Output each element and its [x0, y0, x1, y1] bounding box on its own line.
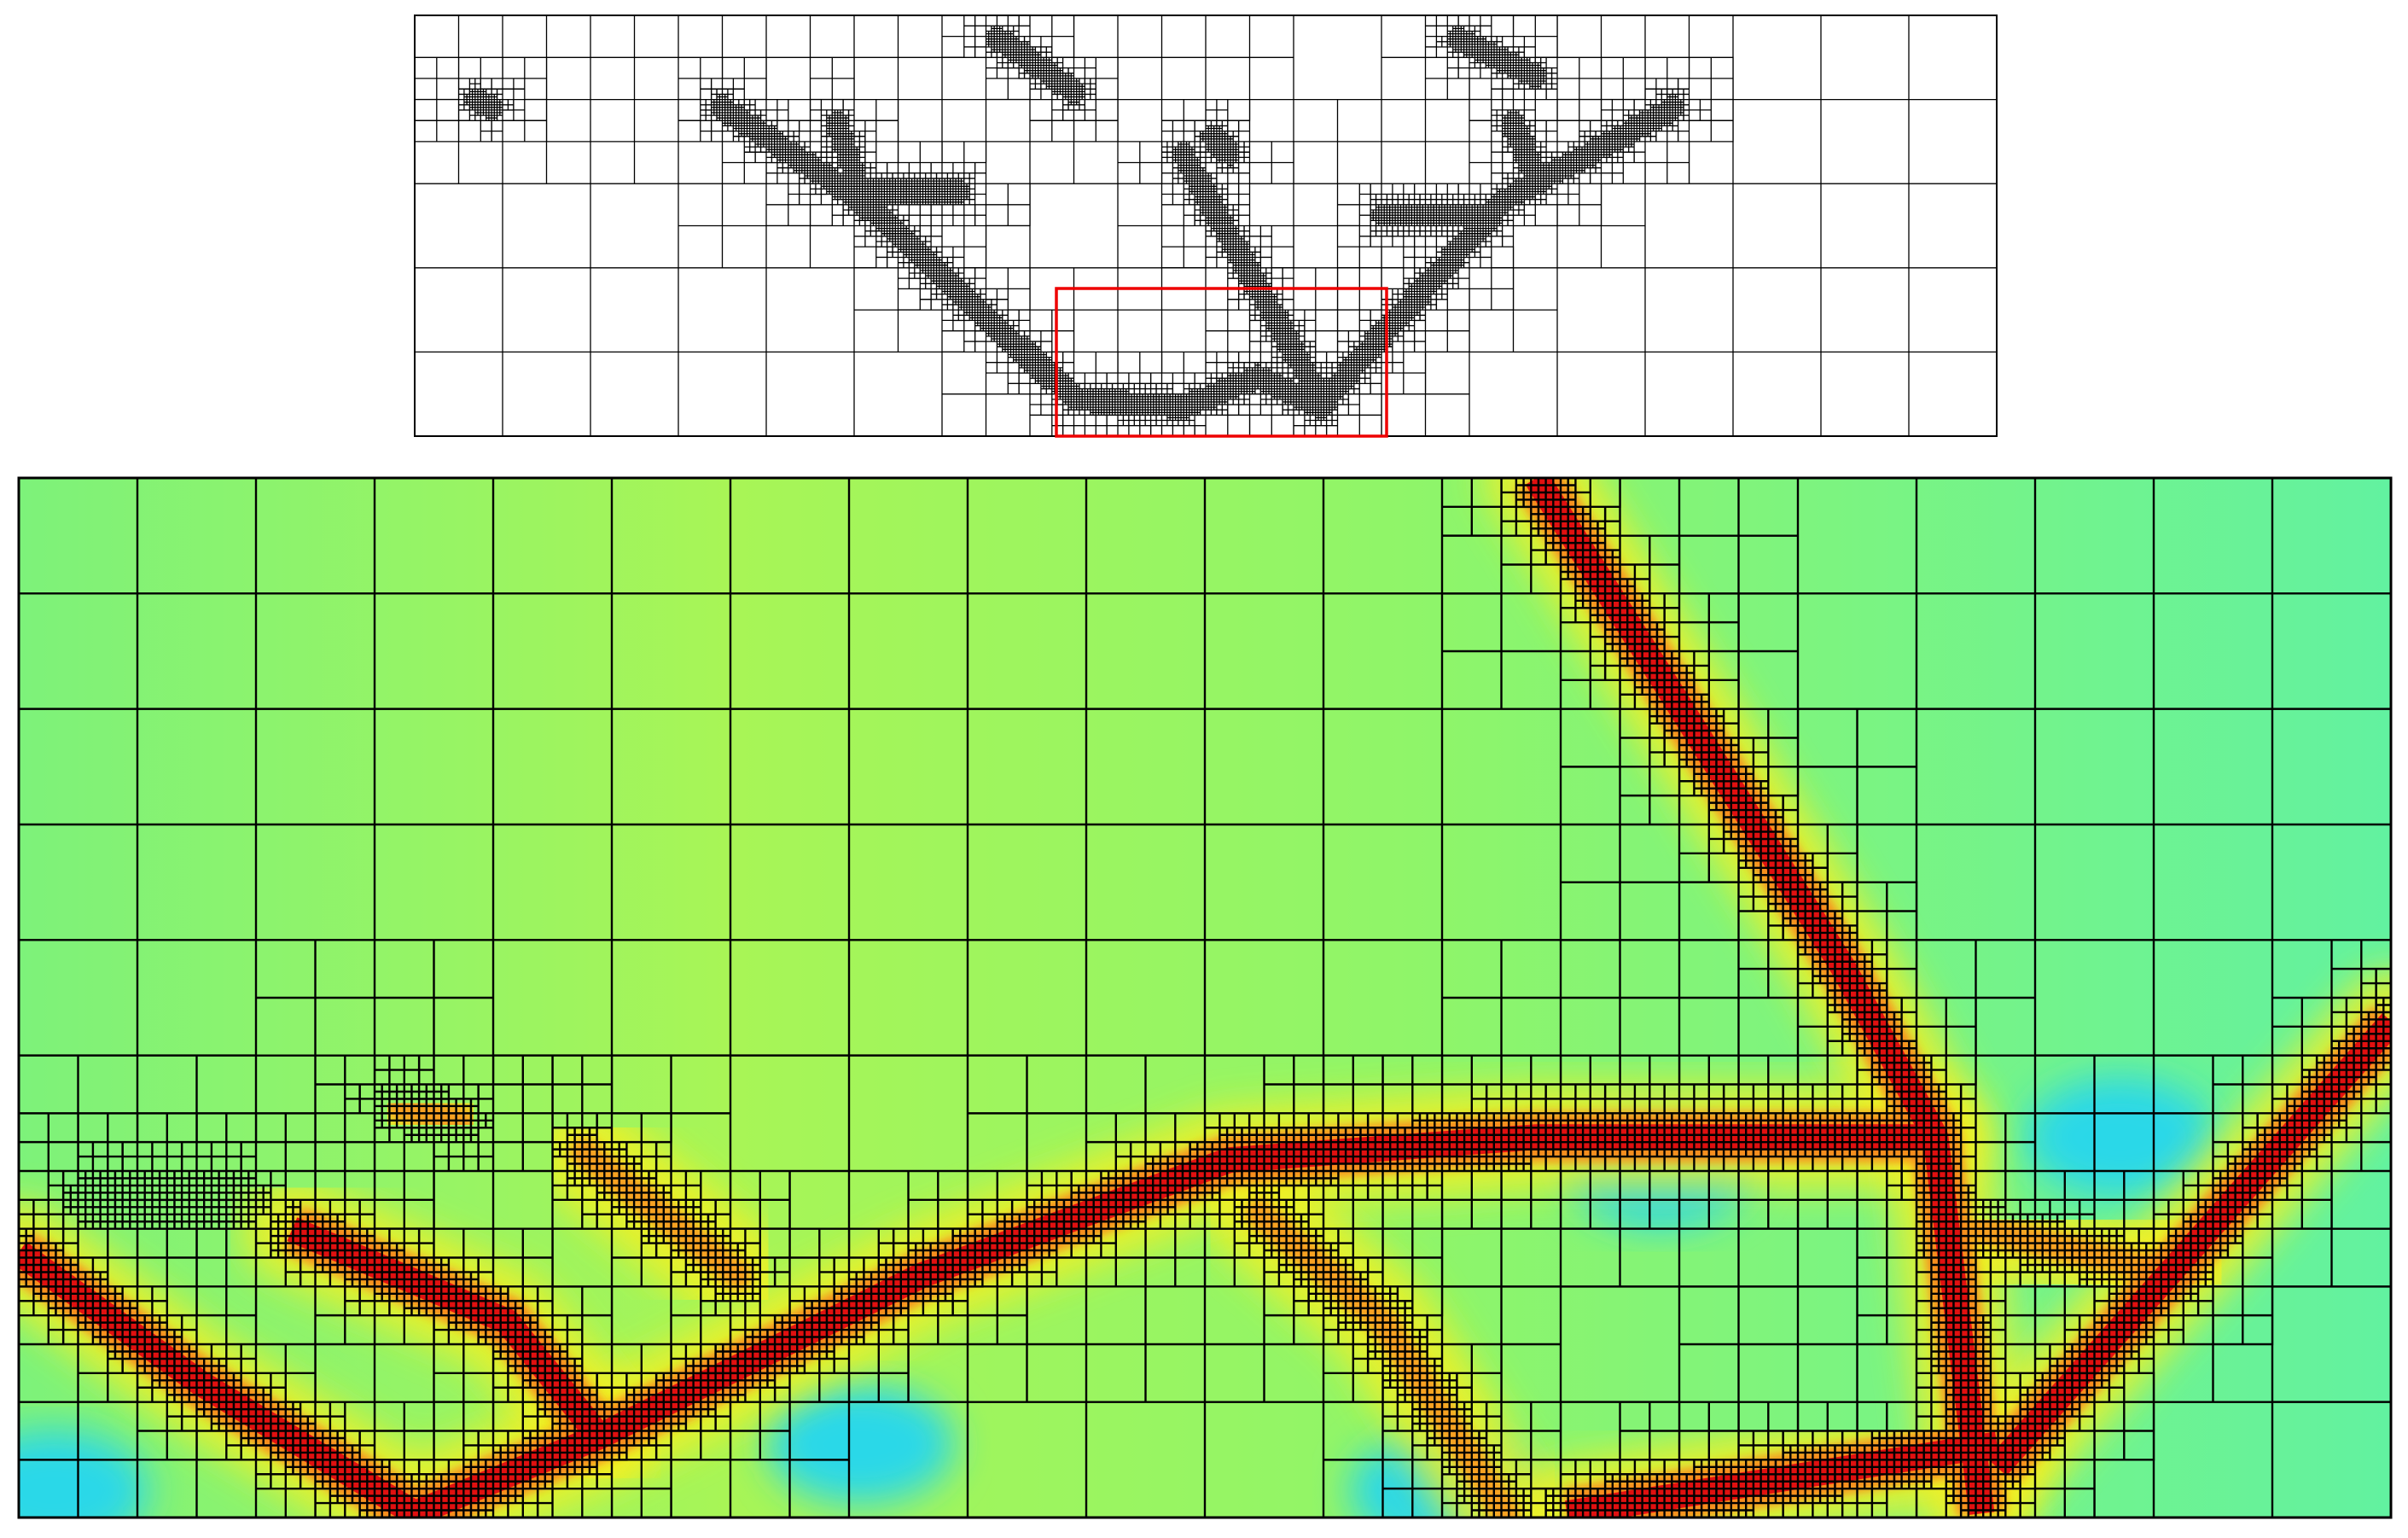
- cold-region: [19, 1430, 148, 1518]
- crack-band: [1987, 1013, 2391, 1477]
- detail-field: [19, 478, 2391, 1518]
- zoom-box: [1055, 287, 1388, 438]
- detail-mesh-lines: [19, 478, 2391, 1518]
- cold-region: [766, 1384, 955, 1505]
- cold-region: [2026, 1077, 2214, 1197]
- overview-mesh-lines: [414, 15, 1998, 437]
- detail-panel: [19, 478, 2391, 1518]
- overview-mesh: [414, 15, 1998, 437]
- detail-frame: [17, 476, 2393, 1519]
